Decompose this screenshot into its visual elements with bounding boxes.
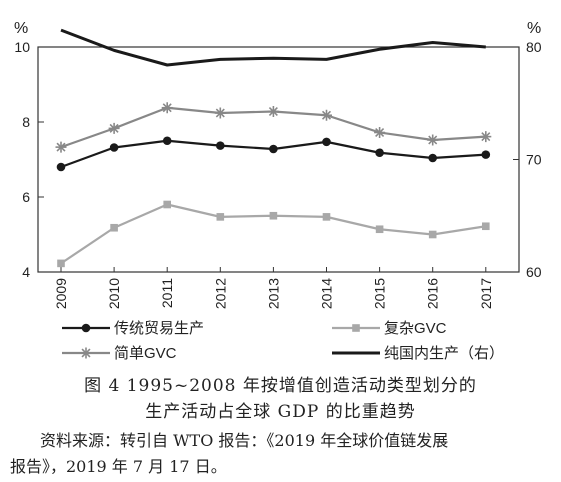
- data-point-traditional-trade: [216, 141, 225, 150]
- data-point-complex-gvc: [482, 222, 490, 231]
- y-left-tick-label: 8: [22, 114, 30, 130]
- y-right-tick-label: 70: [526, 152, 542, 168]
- line-chart: % % 4 6 8 10 60 70 80 2009 2010 2011 2012 2013 2014 201…: [14, 20, 542, 362]
- plot-frame: [37, 46, 520, 273]
- legend-label-domestic: 纯国内生产（右）: [384, 345, 504, 362]
- figure-caption-line1: 图 4 1995~2008 年按增值创造活动类型划分的: [84, 376, 477, 396]
- data-point-complex-gvc: [110, 223, 118, 232]
- data-point-traditional-trade: [162, 136, 172, 146]
- asterisk-stroke: [215, 108, 225, 118]
- data-point-traditional-trade: [375, 148, 384, 158]
- data-point-simple-gvc: [374, 127, 386, 138]
- x-tick-label: 2014: [319, 278, 335, 309]
- data-point-traditional-trade: [56, 162, 66, 172]
- chart-area: %% 4 6 8 10 60 70 80 2009 2010 2011 2012 2013 2014 201…: [14, 20, 542, 362]
- x-tick-label: 2010: [106, 278, 122, 309]
- data-point-traditional-trade: [269, 144, 278, 154]
- data-point-simple-gvc: [55, 141, 67, 153]
- legend-label-traditional-trade: 传统贸易生产: [114, 320, 204, 337]
- x-tick-label: 2015: [372, 278, 388, 309]
- x-tick-label: 2012: [212, 278, 228, 309]
- y-left-unit-label: %: [14, 20, 28, 37]
- y-right-tick-label: 80: [526, 39, 542, 55]
- data-point-complex-gvc: [57, 259, 65, 268]
- data-point-traditional-trade: [428, 153, 438, 163]
- legend-label-complex-gvc: 复杂GVC: [384, 319, 447, 337]
- y-right-unit-label: %: [527, 20, 541, 37]
- legend-marker-traditional-trade: [81, 323, 91, 333]
- data-point-complex-gvc: [269, 211, 278, 220]
- data-point-simple-gvc: [161, 102, 173, 114]
- y-left-tick-label: 4: [22, 264, 30, 280]
- data-point-traditional-trade: [481, 150, 491, 159]
- source-note-line2: 报告》，2019 年 7 月 17 日。: [10, 457, 227, 476]
- legend-marker-simple-gvc: [80, 347, 92, 359]
- data-point-complex-gvc: [375, 225, 384, 234]
- x-tick-label: 2011: [159, 278, 175, 308]
- asterisk-stroke: [109, 123, 119, 133]
- y-left-tick-label: 10: [14, 39, 30, 55]
- y-right-tick-label: 60: [526, 264, 542, 280]
- data-point-complex-gvc: [428, 230, 437, 239]
- asterisk-stroke: [428, 135, 438, 145]
- legend-marker-complex-gvc: [352, 324, 360, 332]
- asterisk-stroke: [81, 348, 91, 358]
- series-line-domestic: [60, 28, 486, 67]
- data-point-simple-gvc: [214, 107, 226, 119]
- data-point-simple-gvc: [480, 131, 492, 143]
- data-point-complex-gvc: [322, 213, 331, 221]
- asterisk-stroke: [162, 103, 172, 113]
- asterisk-stroke: [321, 110, 332, 120]
- data-point-simple-gvc: [108, 122, 120, 134]
- x-tick-label: 2013: [265, 278, 281, 309]
- data-point-complex-gvc: [163, 200, 171, 209]
- source-note-line1: 资料来源：转引自 WTO 报告：《2019 年全球价值链发展: [40, 431, 449, 450]
- figure-caption-line2: 生产活动占全球 GDP 的比重趋势: [145, 402, 416, 422]
- data-point-simple-gvc: [267, 106, 279, 117]
- data-point-simple-gvc: [321, 109, 332, 121]
- asterisk-stroke: [268, 106, 278, 117]
- data-point-complex-gvc: [216, 213, 225, 221]
- series-line-traditional-trade: [60, 139, 486, 169]
- data-point-traditional-trade: [109, 143, 119, 152]
- asterisk-stroke: [375, 127, 385, 138]
- x-tick-label: 2017: [478, 278, 494, 309]
- legend-label-simple-gvc: 简单GVC: [114, 345, 177, 362]
- x-tick-label: 2016: [425, 278, 441, 309]
- asterisk-stroke: [56, 142, 66, 152]
- data-point-simple-gvc: [427, 134, 439, 146]
- asterisk-stroke: [481, 132, 491, 142]
- y-left-tick-label: 6: [22, 189, 30, 205]
- data-point-traditional-trade: [322, 137, 331, 147]
- x-tick-label: 2009: [53, 278, 69, 309]
